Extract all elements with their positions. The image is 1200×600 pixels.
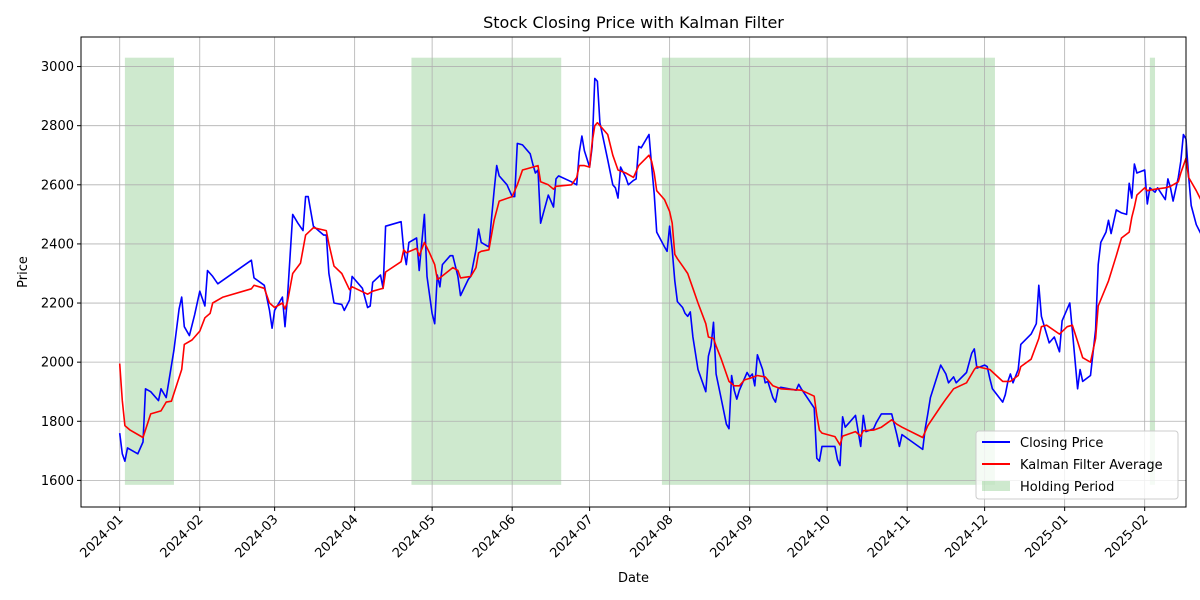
x-tick-label: 2024-06	[470, 512, 519, 561]
y-tick-label: 2200	[41, 297, 74, 312]
x-tick-label: 2024-05	[390, 512, 439, 561]
x-tick-label: 2024-12	[942, 512, 991, 561]
x-tick-label: 2024-08	[627, 512, 676, 561]
legend: Closing Price Kalman Filter Average Hold…	[975, 430, 1179, 500]
kalman-filter-line	[118, 121, 1200, 446]
y-tick-label: 2400	[41, 237, 74, 252]
x-tick-label: 2024-09	[707, 512, 756, 561]
x-tick-label: 2024-04	[312, 512, 361, 561]
x-tick-label: 2024-01	[78, 512, 127, 561]
legend-box	[975, 430, 1179, 500]
legend-swatch-holding-period	[982, 481, 1010, 491]
x-tick-label: 2024-02	[158, 512, 207, 561]
holding-period-layer	[124, 57, 1156, 485]
series-layer	[118, 77, 1200, 467]
holding-period-band	[411, 57, 562, 485]
y-tick-label: 2800	[41, 119, 74, 134]
x-axis-label: Date	[618, 571, 649, 586]
x-tick-label: 2025-02	[1102, 512, 1151, 561]
y-tick-label: 2600	[41, 178, 74, 193]
x-axis-ticks: 2024-01 2024-02 2024-03 2024-04 2024-05 2024-…	[78, 507, 1152, 561]
y-tick-label: 1800	[41, 415, 74, 430]
closing-price-line	[118, 77, 1200, 467]
legend-label-closing-price: Closing Price	[1020, 436, 1103, 451]
x-tick-label: 2025-01	[1022, 512, 1071, 561]
y-axis-label: Price	[16, 256, 31, 288]
legend-label-holding-period: Holding Period	[1020, 480, 1114, 495]
plot-frame	[80, 36, 1187, 508]
y-tick-label: 2000	[41, 356, 74, 371]
legend-label-kalman-filter: Kalman Filter Average	[1020, 458, 1163, 473]
y-tick-label: 3000	[41, 60, 74, 75]
holding-period-band	[124, 57, 174, 485]
grid-layer	[81, 37, 1186, 507]
holding-period-band	[1149, 57, 1156, 485]
x-tick-label: 2024-11	[865, 512, 914, 561]
chart-title: Stock Closing Price with Kalman Filter	[483, 13, 784, 32]
holding-period-band	[661, 57, 995, 485]
y-axis-ticks: 1600 1800 2000 2200 2400 2600 2800 3000	[41, 60, 81, 489]
x-tick-label: 2024-03	[232, 512, 281, 561]
x-tick-label: 2024-10	[785, 512, 834, 561]
x-tick-label: 2024-07	[547, 512, 596, 561]
y-tick-label: 1600	[41, 474, 74, 489]
